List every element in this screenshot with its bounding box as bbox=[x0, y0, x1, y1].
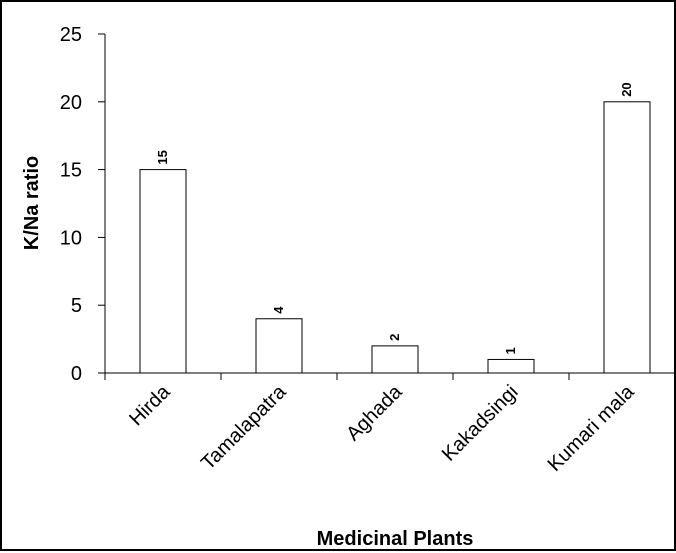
data-label: 20 bbox=[619, 82, 634, 96]
x-tick-label: Kakadsingi bbox=[438, 381, 523, 466]
bar-kakadsingi bbox=[487, 358, 535, 374]
data-label: 2 bbox=[387, 334, 402, 341]
y-tick-label: 15 bbox=[60, 160, 82, 182]
y-tick-label: 25 bbox=[60, 24, 82, 46]
x-tick-label: Aghada bbox=[342, 380, 407, 445]
bar-aghada bbox=[371, 345, 419, 374]
x-axis-title: Medicinal Plants bbox=[317, 528, 474, 550]
category-labels: Hirda Tamalapatra Aghada Kakadsingi Kumari m… bbox=[125, 380, 639, 476]
x-tick-label: Kumari mala bbox=[544, 380, 640, 476]
bar-kumari-mala bbox=[603, 101, 651, 374]
bars bbox=[139, 101, 651, 374]
data-label: 1 bbox=[503, 347, 518, 354]
y-axis-title: K/Na ratio bbox=[21, 156, 43, 250]
y-tick-label: 0 bbox=[71, 363, 82, 385]
x-tick-label: Hirda bbox=[125, 380, 175, 430]
data-label: 15 bbox=[155, 150, 170, 164]
x-tick-label: Tamalapatra bbox=[197, 380, 291, 474]
y-tick-label: 10 bbox=[60, 227, 82, 249]
y-tick-label: 5 bbox=[71, 295, 82, 317]
x-axis bbox=[104, 372, 676, 380]
y-axis: 0 5 10 15 20 25 bbox=[60, 24, 106, 385]
y-tick-label: 20 bbox=[60, 92, 82, 114]
bar-tamalapatra bbox=[255, 318, 303, 374]
data-labels: 15 4 2 1 20 bbox=[155, 82, 634, 354]
bar-hirda bbox=[139, 169, 187, 374]
data-label: 4 bbox=[271, 306, 286, 314]
